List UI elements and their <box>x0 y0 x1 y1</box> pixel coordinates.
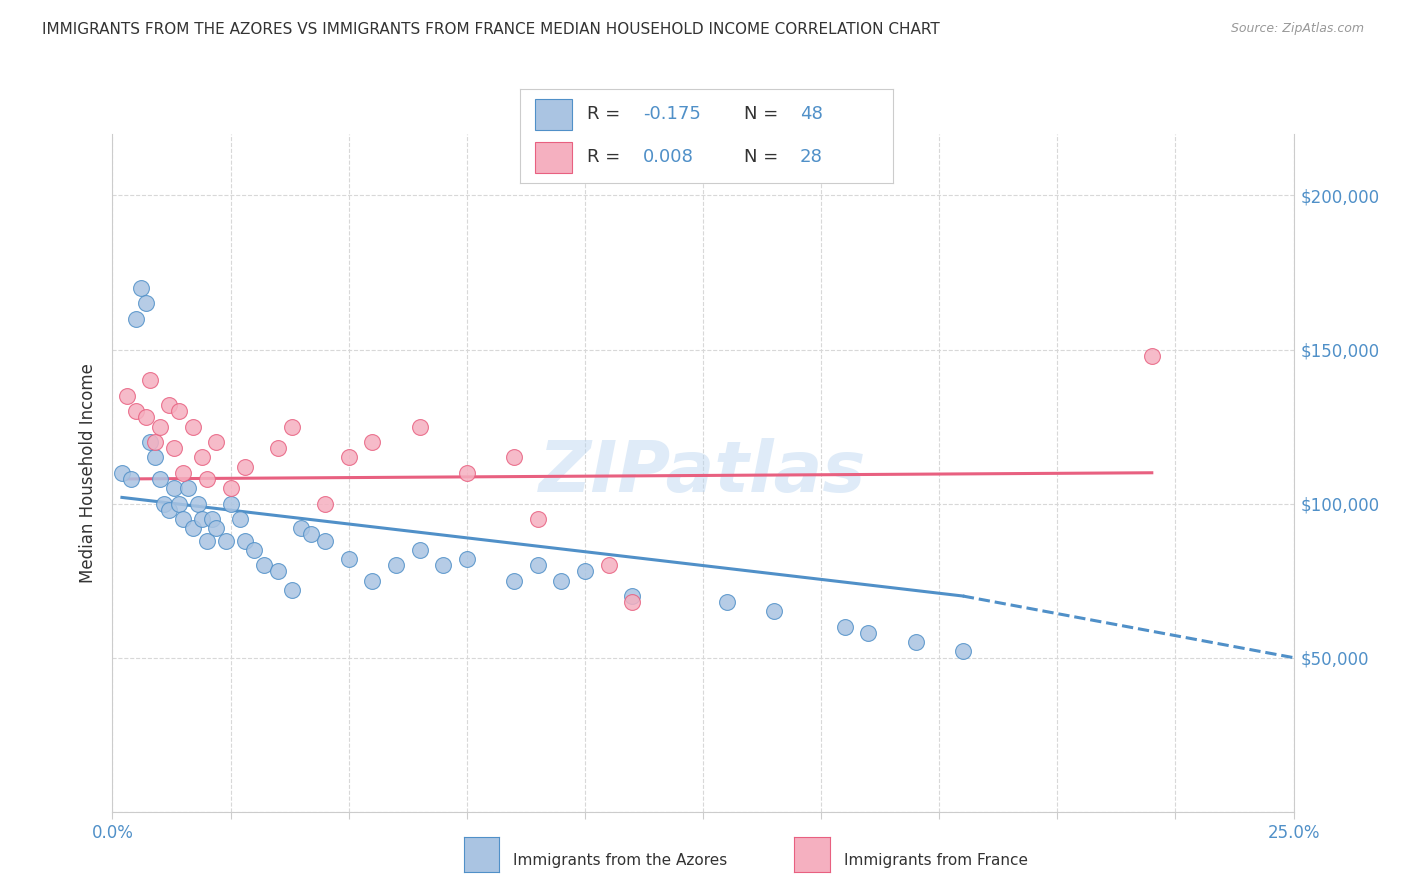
Y-axis label: Median Household Income: Median Household Income <box>79 363 97 582</box>
Point <box>361 574 384 588</box>
Point <box>243 542 266 557</box>
Point <box>904 635 927 649</box>
Point <box>456 466 478 480</box>
Point <box>191 512 214 526</box>
Point <box>299 527 322 541</box>
Point <box>219 497 242 511</box>
Point <box>314 533 336 548</box>
Point <box>337 552 360 566</box>
Point <box>157 502 180 516</box>
Point <box>834 620 856 634</box>
Point <box>129 281 152 295</box>
Point <box>219 481 242 495</box>
Point <box>550 574 572 588</box>
Text: R =: R = <box>588 148 626 166</box>
Point <box>120 472 142 486</box>
Point <box>157 398 180 412</box>
Text: R =: R = <box>588 105 626 123</box>
Point <box>526 558 548 573</box>
Text: 28: 28 <box>800 148 823 166</box>
Point <box>201 512 224 526</box>
Point <box>385 558 408 573</box>
Point <box>195 472 218 486</box>
Point <box>149 472 172 486</box>
Point <box>229 512 252 526</box>
Point <box>526 512 548 526</box>
Text: Source: ZipAtlas.com: Source: ZipAtlas.com <box>1230 22 1364 36</box>
Point <box>177 481 200 495</box>
Point <box>143 434 166 449</box>
Point <box>233 459 256 474</box>
Point <box>205 434 228 449</box>
Point <box>167 497 190 511</box>
Point <box>191 450 214 465</box>
Point <box>361 434 384 449</box>
Point <box>337 450 360 465</box>
Point <box>598 558 620 573</box>
Point <box>125 404 148 418</box>
Point <box>139 373 162 387</box>
Text: IMMIGRANTS FROM THE AZORES VS IMMIGRANTS FROM FRANCE MEDIAN HOUSEHOLD INCOME COR: IMMIGRANTS FROM THE AZORES VS IMMIGRANTS… <box>42 22 941 37</box>
Point <box>181 521 204 535</box>
Point <box>858 626 880 640</box>
Point <box>253 558 276 573</box>
Point <box>135 410 157 425</box>
Point <box>621 589 644 603</box>
Point <box>716 595 738 609</box>
Text: N =: N = <box>744 148 783 166</box>
Text: Immigrants from France: Immigrants from France <box>844 854 1028 868</box>
Point <box>153 497 176 511</box>
Point <box>621 595 644 609</box>
Point <box>181 419 204 434</box>
Text: 48: 48 <box>800 105 823 123</box>
Point <box>195 533 218 548</box>
Text: N =: N = <box>744 105 783 123</box>
Point <box>167 404 190 418</box>
Point <box>314 497 336 511</box>
Point <box>281 419 304 434</box>
Point <box>267 441 290 455</box>
Point <box>456 552 478 566</box>
Point <box>163 441 186 455</box>
Point <box>139 434 162 449</box>
Point <box>408 419 430 434</box>
Point <box>281 582 304 597</box>
Point <box>149 419 172 434</box>
Point <box>503 450 526 465</box>
Point <box>163 481 186 495</box>
Text: ZIPatlas: ZIPatlas <box>540 438 866 508</box>
Point <box>205 521 228 535</box>
Point <box>172 512 194 526</box>
Point <box>135 296 157 310</box>
Point <box>503 574 526 588</box>
Point <box>290 521 312 535</box>
Point <box>233 533 256 548</box>
Point <box>408 542 430 557</box>
Point <box>186 497 208 511</box>
Point <box>1140 349 1163 363</box>
Point <box>215 533 238 548</box>
Text: Immigrants from the Azores: Immigrants from the Azores <box>513 854 727 868</box>
Text: -0.175: -0.175 <box>643 105 702 123</box>
Text: 0.008: 0.008 <box>643 148 695 166</box>
Bar <box>536 98 572 130</box>
Bar <box>536 142 572 173</box>
Point <box>762 604 785 618</box>
Point <box>952 644 974 658</box>
Point <box>143 450 166 465</box>
Point <box>574 565 596 579</box>
Point <box>111 466 134 480</box>
Point <box>432 558 454 573</box>
Point <box>172 466 194 480</box>
Point <box>115 389 138 403</box>
Point <box>267 565 290 579</box>
Point <box>125 311 148 326</box>
